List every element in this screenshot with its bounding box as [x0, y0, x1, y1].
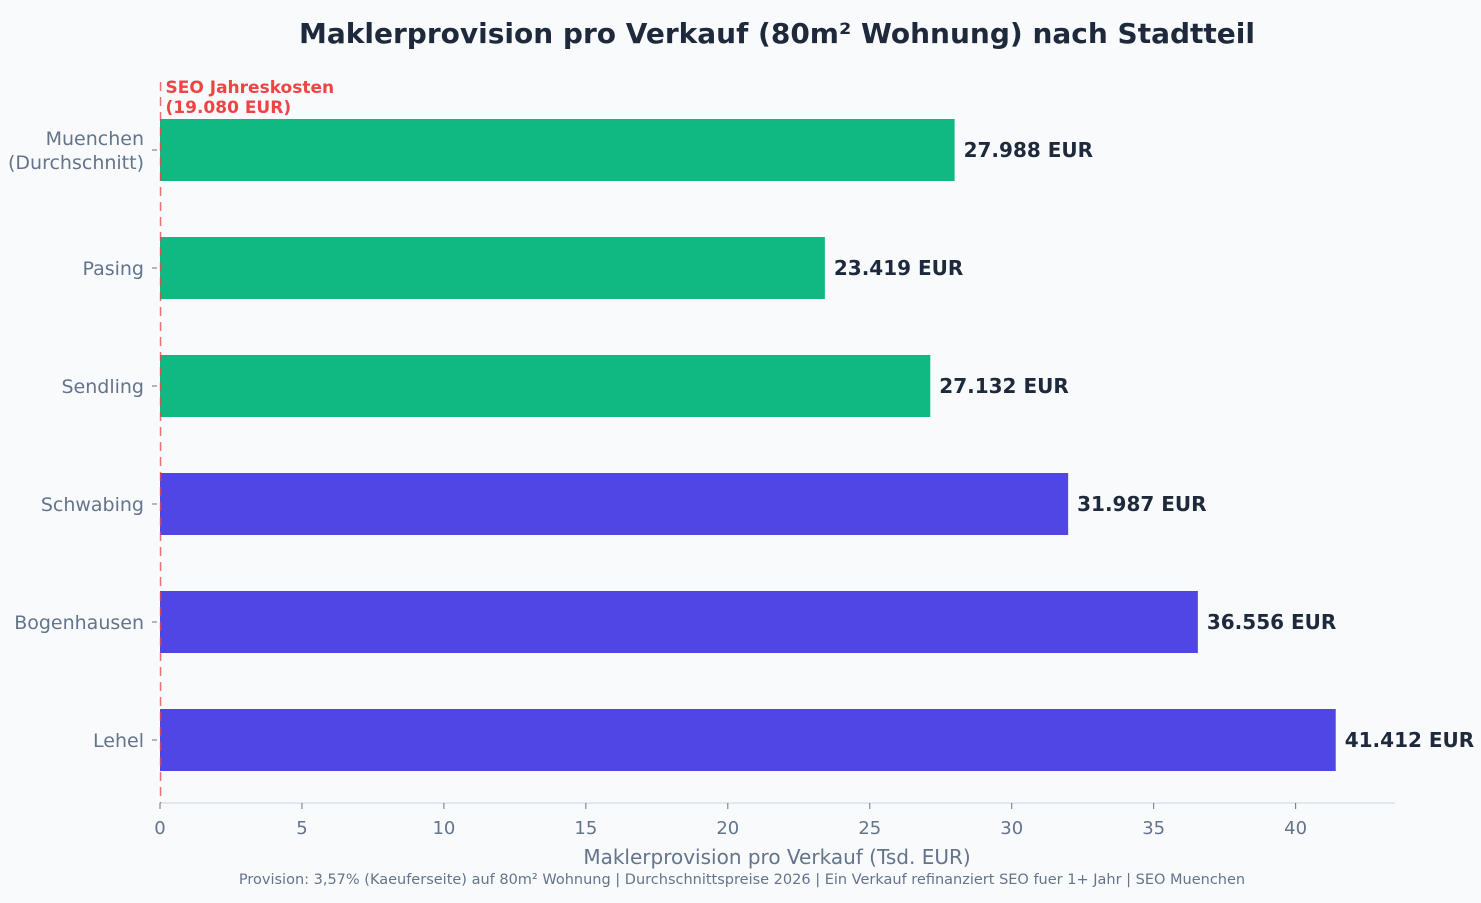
bar [160, 237, 825, 299]
category-label: Muenchen (Durchschnitt) [8, 128, 144, 174]
x-axis-label: Maklerprovision pro Verkauf (Tsd. EUR) [583, 845, 970, 869]
data-label: 23.419 EUR [834, 256, 963, 280]
chart-title: Maklerprovision pro Verkauf (80m² Wohnun… [299, 17, 1255, 50]
x-tick-label: 15 [574, 818, 597, 839]
data-label: 27.132 EUR [939, 374, 1068, 398]
x-tick-label: 20 [716, 818, 739, 839]
bars-group: 27.988 EUR 23.419 EUR 27.132 EUR 31.987 EUR… [160, 119, 1474, 771]
bar [160, 591, 1198, 653]
footnote: Provision: 3,57% (Kaeuferseite) auf 80m²… [239, 872, 1245, 888]
category-label: Sendling [61, 376, 144, 398]
bar [160, 709, 1336, 771]
category-label: Lehel [93, 730, 144, 752]
reference-line-label: SEO Jahreskosten (19.080 EUR) [166, 78, 335, 118]
bar [160, 355, 931, 417]
category-label: Bogenhausen [14, 612, 144, 634]
bar [160, 473, 1069, 535]
x-tick-label: 25 [858, 818, 881, 839]
category-label: Schwabing [41, 494, 144, 516]
data-label: 31.987 EUR [1077, 492, 1206, 516]
category-label: Pasing [82, 258, 144, 280]
x-tick-label: 5 [296, 818, 307, 839]
data-label: 36.556 EUR [1207, 610, 1336, 634]
bar [160, 119, 955, 181]
data-label: 27.988 EUR [964, 138, 1093, 162]
x-tick-label: 40 [1284, 818, 1307, 839]
x-tick-label: 35 [1142, 818, 1165, 839]
x-tick-label: 0 [154, 818, 165, 839]
x-tick-label: 30 [1000, 818, 1023, 839]
data-label: 41.412 EUR [1345, 728, 1474, 752]
x-tick-label: 10 [432, 818, 455, 839]
x-axis: Muenchen (Durchschnitt) Pasing Sendling Schw… [8, 78, 1395, 839]
